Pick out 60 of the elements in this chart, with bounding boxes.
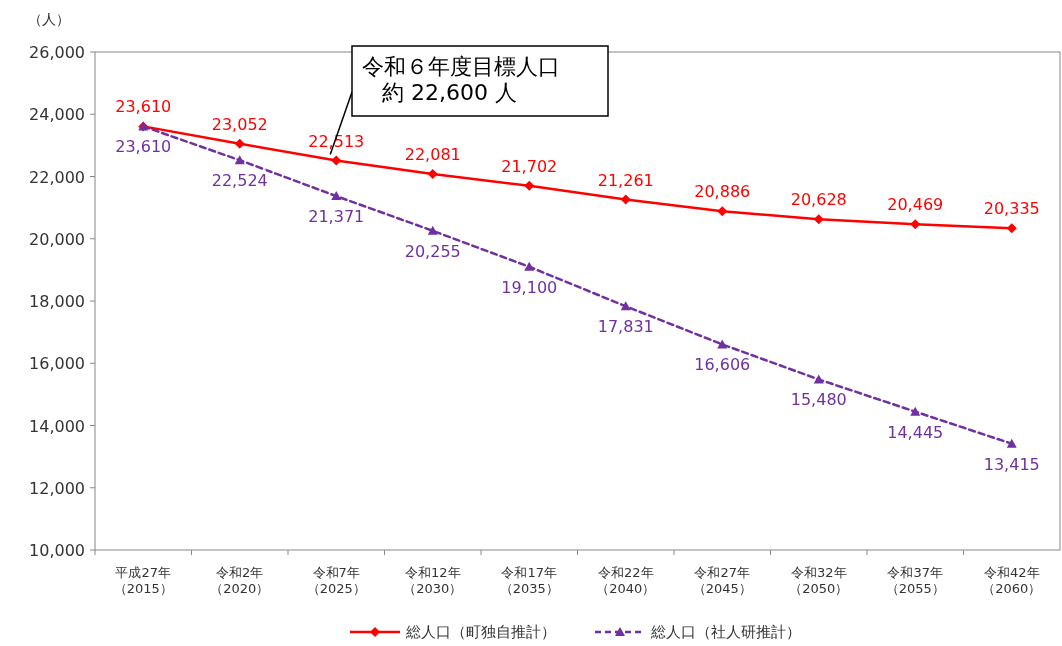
x-tick-label: 平成27年（2015） xyxy=(113,565,173,596)
data-label: 17,831 xyxy=(597,317,654,337)
x-tick-label: 令和37年（2055） xyxy=(885,565,945,596)
data-label: 22,081 xyxy=(404,144,461,164)
x-tick-label: 令和32年（2050） xyxy=(789,565,849,596)
x-tick-label: 令和7年（2025） xyxy=(306,565,366,596)
x-tick-label: 令和17年（2035） xyxy=(499,565,559,596)
x-tick-label: 令和12年（2030） xyxy=(403,565,463,596)
data-label: 15,480 xyxy=(790,390,847,410)
data-label: 22,524 xyxy=(211,171,268,191)
point xyxy=(331,155,342,166)
data-label: 23,610 xyxy=(115,97,172,117)
x-tick-label: 令和42年（2060） xyxy=(982,565,1042,596)
y-tick-label: 26,000 xyxy=(29,43,85,62)
data-label: 23,052 xyxy=(211,114,268,134)
point xyxy=(524,261,535,271)
point xyxy=(331,191,342,201)
y-tick-label: 16,000 xyxy=(29,354,85,374)
point xyxy=(620,194,631,205)
data-label: 21,371 xyxy=(308,207,365,227)
y-tick-label: 24,000 xyxy=(29,105,85,125)
point xyxy=(813,214,824,225)
point xyxy=(717,206,728,217)
legend-label: 総人口（町独自推計） xyxy=(405,623,556,641)
annotation: 令和６年度目標人口約 22,600 人 xyxy=(362,54,560,106)
data-label: 13,415 xyxy=(983,454,1040,474)
point xyxy=(910,219,921,230)
point xyxy=(717,339,728,349)
y-tick-label: 10,000 xyxy=(29,541,85,560)
point xyxy=(910,406,921,416)
data-label: 20,886 xyxy=(694,182,751,202)
y-tick-label: 12,000 xyxy=(29,478,85,498)
data-label: 16,606 xyxy=(694,355,751,375)
y-tick-label: 18,000 xyxy=(29,292,85,311)
data-label: 21,702 xyxy=(501,156,558,176)
data-label: 20,335 xyxy=(983,199,1040,219)
legend-label: 総人口（社人研推計） xyxy=(650,623,801,641)
y-tick-label: 20,000 xyxy=(29,229,85,249)
point xyxy=(234,155,245,165)
point xyxy=(427,225,438,235)
y-axis-title: （人） xyxy=(28,11,70,27)
point xyxy=(234,138,245,149)
point xyxy=(620,301,631,311)
x-tick-label: 令和22年（2040） xyxy=(596,565,656,596)
data-label: 14,445 xyxy=(887,422,944,442)
data-label: 20,469 xyxy=(887,195,944,215)
point xyxy=(427,168,438,179)
data-label: 23,610 xyxy=(115,137,172,157)
x-tick-label: 令和2年（2020） xyxy=(210,565,270,596)
data-label: 21,261 xyxy=(597,170,654,190)
y-tick-label: 14,000 xyxy=(29,416,85,436)
data-label: 20,255 xyxy=(404,241,461,261)
point xyxy=(813,374,824,384)
point xyxy=(524,180,535,191)
y-tick-label: 22,000 xyxy=(29,167,85,187)
point xyxy=(1006,438,1017,448)
data-label: 20,628 xyxy=(790,190,847,210)
data-label: 19,100 xyxy=(501,277,558,297)
x-tick-label: 令和27年（2045） xyxy=(692,565,752,596)
point xyxy=(1006,223,1017,234)
